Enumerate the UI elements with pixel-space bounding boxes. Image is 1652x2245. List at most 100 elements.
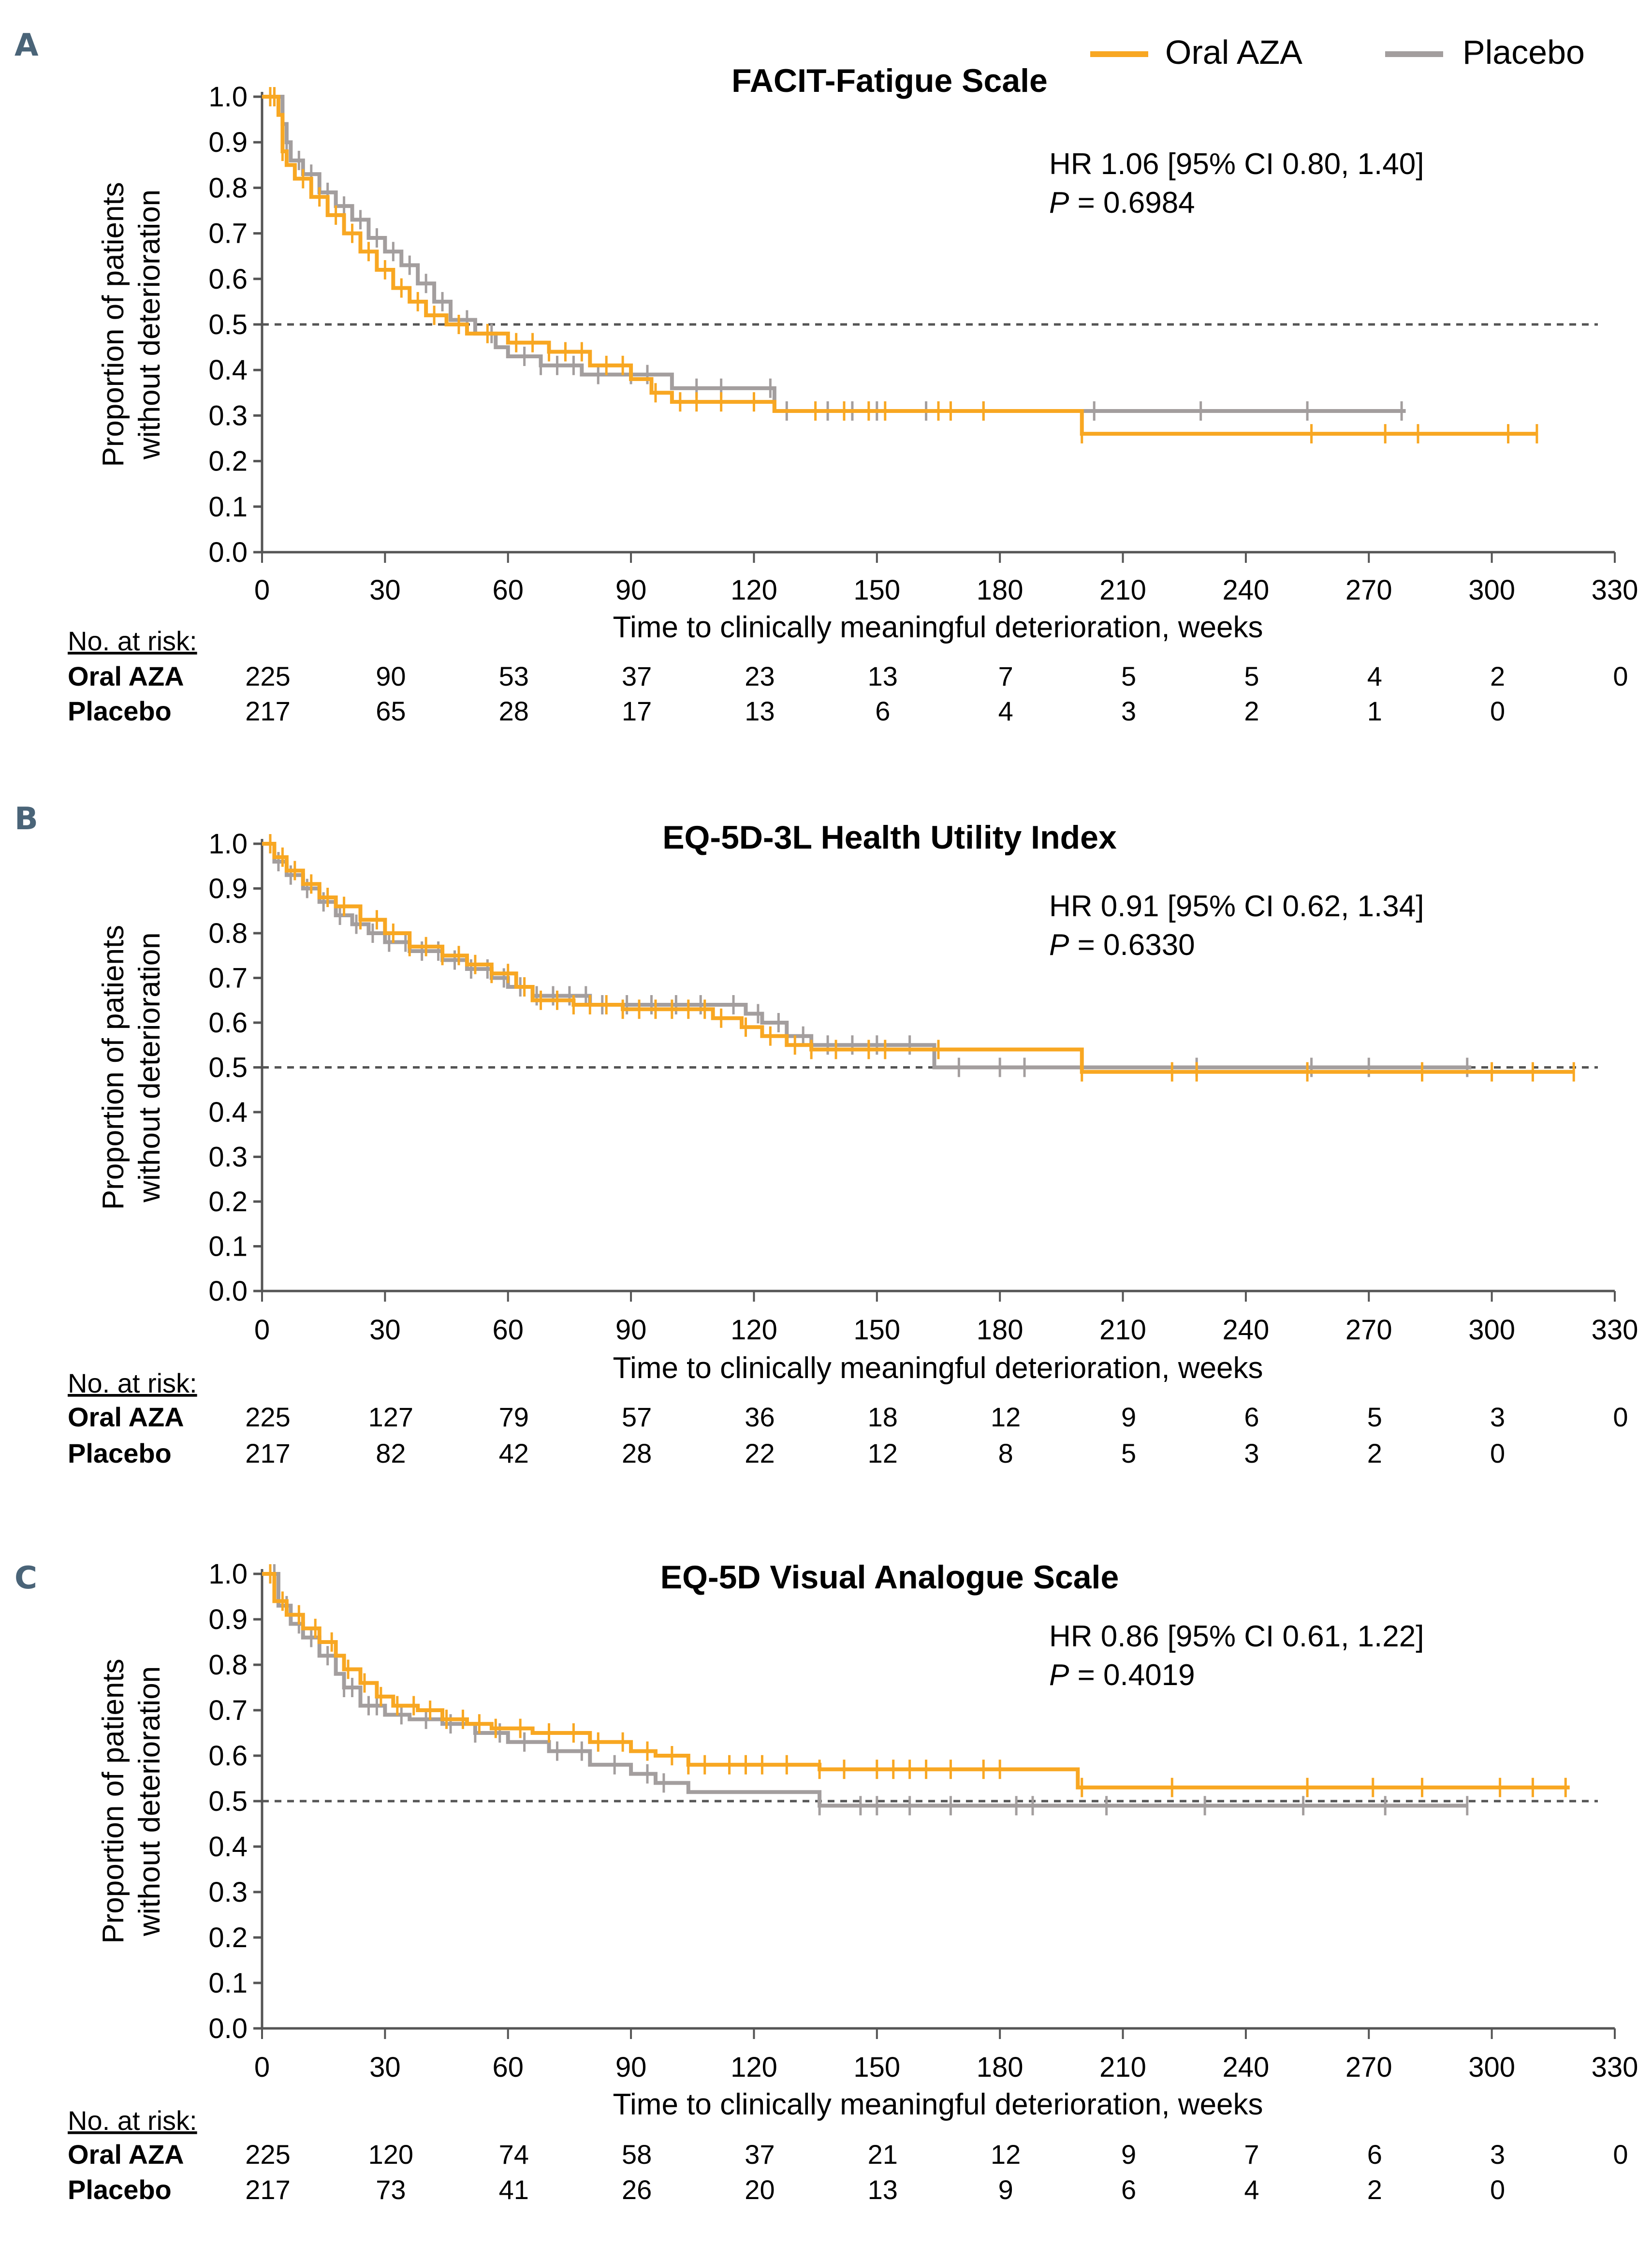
at-risk-value: 225 — [245, 661, 290, 691]
at-risk-row: Oral AZA 225 127 79 57 36 18 12 9 6 5 3 0 — [68, 1402, 1628, 1432]
at-risk-value: 0 — [1490, 2174, 1505, 2205]
x-tick-label: 90 — [615, 1314, 647, 1346]
at-risk-value: 3 — [1244, 1438, 1259, 1468]
x-tick-label: 180 — [977, 2052, 1023, 2083]
at-risk-value: 21 — [868, 2139, 898, 2170]
x-tick-label: 120 — [731, 574, 777, 606]
at-risk-row-label: Placebo — [68, 1438, 172, 1468]
x-tick-label: 180 — [977, 1314, 1023, 1346]
x-tick-label: 300 — [1468, 1314, 1515, 1346]
at-risk-heading: No. at risk: — [68, 626, 197, 656]
p-value-text: P = 0.6984 — [1049, 186, 1195, 220]
x-tick-label: 150 — [853, 1314, 900, 1346]
at-risk-value: 217 — [245, 2174, 290, 2205]
y-tick-label: 1.0 — [208, 81, 248, 113]
at-risk-value: 5 — [1121, 1438, 1136, 1468]
legend: Oral AZA Placebo — [1090, 33, 1585, 71]
chart-title: EQ-5D Visual Analogue Scale — [660, 1559, 1119, 1596]
y-axis-label-line2: without deterioration — [133, 1666, 166, 1937]
x-tick-label: 270 — [1345, 574, 1392, 606]
series-oral-aza — [262, 1564, 1570, 1797]
x-tick-label: 90 — [615, 574, 647, 606]
y-tick-label: 1.0 — [208, 1558, 248, 1590]
x-tick-label: 180 — [977, 574, 1023, 606]
x-tick-label: 330 — [1592, 1314, 1638, 1346]
series-oral-aza — [262, 87, 1538, 444]
at-risk-value: 20 — [745, 2174, 775, 2205]
x-tick-label: 150 — [853, 2052, 900, 2083]
hazard-ratio-text: HR 0.91 [95% CI 0.62, 1.34] — [1049, 890, 1424, 923]
at-risk-value: 4 — [1244, 2174, 1259, 2205]
y-tick-label: 0.6 — [208, 264, 248, 295]
y-tick-label: 0.0 — [208, 1276, 248, 1307]
x-tick-label: 240 — [1223, 2052, 1270, 2083]
x-axis-label: Time to clinically meaningful deteriorat… — [613, 611, 1263, 644]
at-risk-heading: No. at risk: — [68, 2105, 197, 2136]
at-risk-value: 6 — [1244, 1402, 1259, 1432]
panel-letter: B — [15, 801, 38, 837]
at-risk-value: 7 — [998, 661, 1013, 691]
at-risk-value: 217 — [245, 1438, 290, 1468]
p-symbol: P — [1049, 1658, 1069, 1692]
y-tick-label: 0.9 — [208, 127, 248, 158]
at-risk-value: 3 — [1121, 696, 1136, 726]
x-tick-label: 0 — [254, 574, 270, 606]
at-risk-value: 1 — [1367, 696, 1382, 726]
x-tick-label: 90 — [615, 2052, 647, 2083]
at-risk-value: 8 — [998, 1438, 1013, 1468]
series-placebo — [262, 834, 1472, 1077]
at-risk-value: 0 — [1613, 2139, 1628, 2170]
panel-a: A FACIT-Fatigue Scale Proportion of patien… — [15, 28, 1638, 726]
at-risk-row-label: Placebo — [68, 2174, 172, 2205]
chart-title: FACIT-Fatigue Scale — [731, 62, 1048, 99]
at-risk-value: 0 — [1490, 1438, 1505, 1468]
at-risk-value: 3 — [1490, 1402, 1505, 1432]
at-risk-row: Placebo 217 82 42 28 22 12 8 5 3 2 0 — [68, 1438, 1505, 1468]
at-risk-value: 13 — [868, 2174, 898, 2205]
y-tick-label: 0.6 — [208, 1007, 248, 1039]
at-risk-value: 2 — [1367, 1438, 1382, 1468]
at-risk-value: 120 — [368, 2139, 413, 2170]
at-risk-value: 17 — [622, 696, 652, 726]
y-tick-label: 0.8 — [208, 1649, 248, 1681]
at-risk-value: 41 — [499, 2174, 529, 2205]
at-risk-value: 82 — [376, 1438, 406, 1468]
x-tick-label: 330 — [1592, 574, 1638, 606]
at-risk-value: 9 — [1121, 2139, 1136, 2170]
y-tick-label: 0.1 — [208, 1967, 248, 1999]
x-tick-label: 210 — [1099, 1314, 1146, 1346]
legend-label-oral-aza: Oral AZA — [1165, 33, 1302, 71]
y-tick-label: 0.7 — [208, 1695, 248, 1726]
x-tick-label: 300 — [1468, 2052, 1515, 2083]
at-risk-row-label: Placebo — [68, 696, 172, 726]
at-risk-value: 37 — [745, 2139, 775, 2170]
km-curve — [262, 1572, 1570, 1790]
x-tick-label: 30 — [369, 574, 401, 606]
at-risk-row-label: Oral AZA — [68, 661, 184, 691]
at-risk-value: 23 — [745, 661, 775, 691]
at-risk-value: 12 — [868, 1438, 898, 1468]
y-tick-label: 0.7 — [208, 218, 248, 249]
at-risk-value: 90 — [376, 661, 406, 691]
panel-c: C EQ-5D Visual Analogue Scale Proportion o… — [15, 1558, 1638, 2205]
at-risk-value: 0 — [1490, 696, 1505, 726]
y-tick-label: 0.5 — [208, 1786, 248, 1817]
panel-letter: C — [15, 1560, 37, 1596]
at-risk-value: 36 — [745, 1402, 775, 1432]
y-tick-label: 0.2 — [208, 1922, 248, 1953]
x-axis-label: Time to clinically meaningful deteriorat… — [613, 2088, 1263, 2121]
at-risk-value: 65 — [376, 696, 406, 726]
y-axis-label-line1: Proportion of patients — [97, 1658, 130, 1943]
x-tick-label: 240 — [1223, 574, 1270, 606]
at-risk-value: 22 — [745, 1438, 775, 1468]
series-oral-aza — [262, 834, 1575, 1082]
y-tick-label: 0.2 — [208, 1186, 248, 1218]
at-risk-row: Placebo 217 73 41 26 20 13 9 6 4 2 0 — [68, 2174, 1505, 2205]
at-risk-value: 28 — [499, 696, 529, 726]
p-symbol: P — [1049, 186, 1069, 220]
x-tick-label: 150 — [853, 574, 900, 606]
at-risk-value: 57 — [622, 1402, 652, 1432]
at-risk-value: 12 — [991, 1402, 1021, 1432]
y-tick-label: 0.1 — [208, 1231, 248, 1262]
